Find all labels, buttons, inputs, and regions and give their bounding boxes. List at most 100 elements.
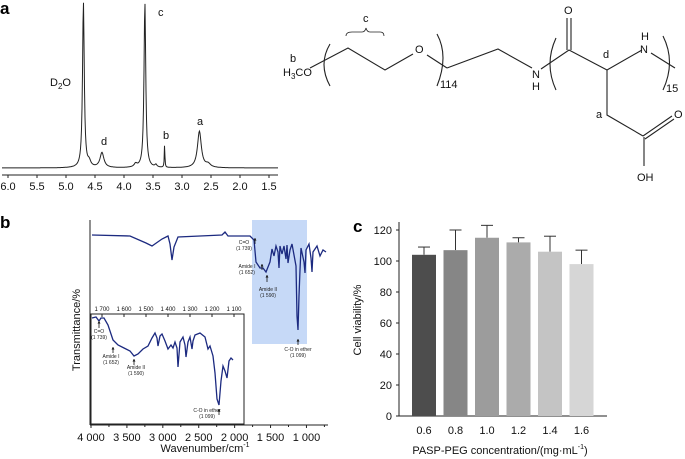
ftir-inset-line	[91, 316, 234, 406]
annotation-label: C=O	[94, 329, 105, 335]
carbonyl-oxygen: O	[564, 5, 573, 17]
annotation-value: (1 652)	[103, 360, 119, 366]
arrowhead-icon	[217, 409, 221, 412]
bar-y-tick-label: 100	[374, 256, 392, 268]
acid-oh: OH	[637, 172, 654, 184]
annotation-label: Amide II	[127, 365, 145, 371]
label-c: c	[363, 13, 369, 25]
annotation-value: (1 099)	[199, 414, 215, 420]
peg-left-paren	[323, 43, 331, 87]
arrowhead-icon	[97, 321, 101, 324]
acid-oxygen: O	[674, 109, 683, 121]
bar	[506, 242, 531, 416]
backbone-n: N	[640, 44, 648, 56]
ftir-y-axis-label: Transmittance/%	[71, 289, 83, 371]
bar-y-tick-label: 20	[380, 380, 392, 392]
inset-x-tick-label: 1 400	[160, 307, 176, 313]
label-b: b	[290, 53, 296, 65]
bar-x-tick-label: 0.6	[416, 425, 431, 437]
ftir-x-tick-label: 2 000	[221, 432, 249, 444]
inset-x-tick-label: 1 100	[226, 307, 242, 313]
annotation-value: (1 590)	[128, 371, 144, 377]
bar-y-axis-label: Cell viability/%	[352, 284, 364, 355]
label-d: d	[603, 49, 609, 61]
arrowhead-icon	[265, 275, 269, 278]
ftir-x-tick-label: 4 000	[77, 432, 105, 444]
annotation-label: C-O in ether	[193, 408, 221, 414]
ftir-x-tick-label: 1 000	[293, 432, 321, 444]
backbone-bond-end	[650, 52, 676, 69]
peg-repeat-count: 114	[440, 79, 458, 91]
panel-label-c: c	[353, 217, 362, 236]
inset-x-tick-label: 1 200	[204, 307, 220, 313]
annotation-label: Amide II	[259, 287, 277, 293]
inset-x-tick-label: 1 600	[116, 307, 132, 313]
amide-n: N	[532, 69, 540, 81]
peg-bonds	[309, 47, 414, 71]
ftir-spectrum: 4 000 3 500 3 000 2 500 2 000 1 500 1 000 Tran…	[71, 220, 328, 455]
nmr-x-tick-label: 3.0	[174, 181, 189, 193]
annotation-value: (1 099)	[290, 353, 306, 359]
arrowhead-icon	[111, 347, 115, 350]
nmr-x-tick-label: 4.5	[87, 181, 102, 193]
peg-oxygen: O	[415, 44, 424, 56]
arrowhead-icon	[132, 359, 136, 362]
side-chain	[606, 70, 644, 137]
peak-label-d: d	[101, 136, 107, 148]
ftir-x-tick-label: 3 500	[113, 432, 141, 444]
label-a: a	[596, 109, 603, 121]
nmr-x-tick-label: 3.5	[145, 181, 160, 193]
ftir-x-axis-label: Wavenumber/cm-1	[161, 442, 250, 455]
peak-label-b: b	[163, 130, 169, 142]
panel-label-a: a	[0, 0, 10, 18]
bar-y-tick-label: 40	[380, 349, 392, 361]
annotation-label: Amide I	[103, 354, 120, 360]
bar-x-tick-label: 1.4	[542, 425, 557, 437]
arrowhead-icon	[253, 238, 257, 241]
peg-right-paren	[436, 33, 444, 87]
inset-x-tick-label: 1 500	[138, 307, 154, 313]
bar-y-tick-label: 60	[380, 318, 392, 330]
inset-x-tick-label: 1 300	[182, 307, 198, 313]
inset-box	[90, 313, 245, 425]
ethylene-bonds	[446, 48, 533, 69]
peg-bond-o	[426, 54, 448, 69]
brace-c	[345, 27, 385, 37]
bar-y-tick-label: 80	[380, 287, 392, 299]
arrowhead-icon	[260, 264, 264, 267]
annotation-label: C=O	[239, 240, 250, 246]
panel-label-b: b	[0, 213, 10, 232]
arrowhead-icon	[296, 339, 300, 342]
bar-x-axis-label: PASP-PEG concentration/(mg·mL-1)	[412, 444, 587, 457]
nmr-x-tick-label: 4.0	[116, 181, 131, 193]
pasp-left-paren	[549, 37, 557, 91]
annotation-label: Amide I	[239, 264, 256, 270]
pasp-right-paren	[662, 35, 671, 91]
ftir-x-tick-label: 1 500	[257, 432, 285, 444]
bar-x-tick-label: 1.6	[574, 425, 589, 437]
carbonyl-double-bond	[566, 18, 572, 50]
nmr-spectrum: 6.0 5.5 5.0 4.5 4.0 3.5 3.0 2.5 2.0 1.5 D2O d c b…	[0, 2, 278, 193]
annotation-label: C-O in ether	[284, 347, 312, 353]
bar-x-tick-label: 1.2	[511, 425, 526, 437]
peak-label-c: c	[158, 7, 164, 19]
ftir-main-line	[91, 231, 327, 331]
nmr-x-tick-label: 5.5	[29, 181, 44, 193]
nmr-x-tick-label: 6.0	[0, 181, 15, 193]
pasp-backbone	[540, 49, 643, 71]
annotation-value: (1 739)	[91, 335, 107, 341]
bar-y-tick-label: 0	[386, 411, 392, 423]
peak-label-d2o: D2O	[50, 77, 71, 91]
nmr-x-tick-label: 5.0	[58, 181, 73, 193]
bar-x-tick-label: 0.8	[448, 425, 463, 437]
pasp-repeat-count: 15	[666, 83, 678, 95]
bar	[412, 254, 436, 416]
bar	[538, 251, 562, 416]
ftir-annotations: C=O(1 739)Amide I(1 652)Amide II(1 590)C…	[91, 238, 312, 420]
nmr-spectrum-line	[2, 2, 278, 169]
nmr-x-tick-label: 2.0	[232, 181, 247, 193]
acid-double-bond	[642, 115, 675, 140]
ftir-x-tick-label: 3 000	[149, 432, 177, 444]
nmr-x-tick-label: 1.5	[261, 181, 276, 193]
